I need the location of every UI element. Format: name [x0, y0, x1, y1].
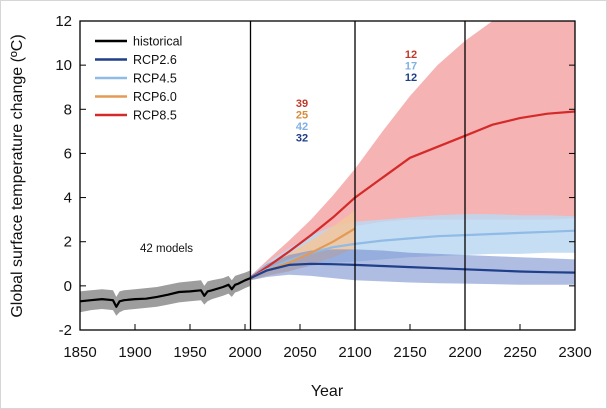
- historical-mean-line: [80, 277, 251, 308]
- mean-lines: [80, 110, 575, 308]
- y-axis-ticks: -2 0 2 4 6 8 10 12: [55, 13, 575, 339]
- legend: historical RCP2.6 RCP4.5 RCP6.0 RCP8.5: [95, 35, 182, 123]
- model-count-rcp4-5: 42: [296, 121, 308, 133]
- x-tick-label: 2300: [558, 344, 591, 361]
- model-count-rcp4-5: 17: [405, 61, 417, 73]
- model-count-rcp6-0: 25: [296, 110, 308, 122]
- legend-label-historical: historical: [133, 35, 182, 49]
- y-tick-label: 2: [64, 234, 72, 251]
- x-axis-title: Year: [311, 383, 344, 400]
- x-tick-label: 2150: [393, 344, 426, 361]
- y-tick-label: 6: [64, 145, 72, 162]
- uncertainty-bands: [80, 21, 575, 316]
- model-count-note: 42 models: [140, 243, 193, 255]
- x-tick-label: 2100: [338, 344, 371, 361]
- y-tick-label: 4: [64, 190, 72, 207]
- x-tick-label: 2250: [503, 344, 536, 361]
- x-tick-label: 2000: [228, 344, 261, 361]
- period-dividers: [249, 21, 466, 330]
- y-tick-label: 0: [64, 278, 72, 295]
- model-count-rcp2-6: 12: [405, 72, 417, 84]
- rcp4-5-mean-line: [249, 229, 575, 280]
- y-tick-label: -2: [59, 322, 72, 339]
- model-count-rcp2-6: 32: [296, 133, 308, 145]
- x-tick-label: 2200: [448, 344, 481, 361]
- model-count-rcp8-5: 39: [296, 98, 308, 110]
- y-tick-label: 10: [55, 57, 72, 74]
- legend-label-rcp6-0: RCP6.0: [133, 90, 177, 104]
- legend-label-rcp4-5: RCP4.5: [133, 72, 177, 86]
- x-tick-label: 2050: [283, 344, 316, 361]
- x-tick-label: 1900: [118, 344, 151, 361]
- legend-label-rcp2-6: RCP2.6: [133, 53, 177, 67]
- rcp2-6-mean-line: [250, 262, 575, 280]
- y-axis-title: Global surface temperature change (ºC): [9, 34, 26, 317]
- plot-frame: [79, 20, 576, 331]
- y-tick-label: 12: [55, 13, 72, 30]
- y-tick-label: 8: [64, 101, 72, 118]
- historical-range-band: [80, 270, 251, 316]
- legend-label-rcp8-5: RCP8.5: [133, 109, 177, 123]
- x-tick-label: 1850: [63, 344, 96, 361]
- x-tick-label: 1950: [173, 344, 206, 361]
- rcp8-5-mean-line: [249, 110, 575, 280]
- model-count-rcp8-5: 12: [405, 49, 417, 61]
- x-axis-ticks: 1850 1900 1950 2000 2050 2100 2150 2200 2250 2300: [63, 324, 592, 361]
